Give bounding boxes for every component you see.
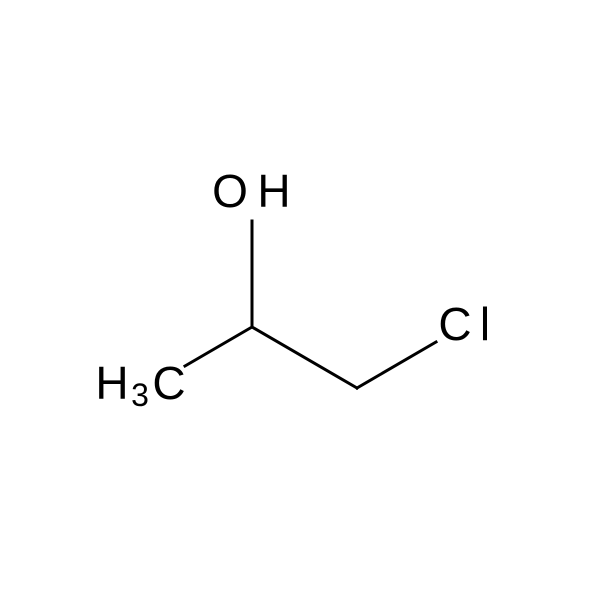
atom-label-Cl: C [438,298,471,350]
diagram-background [0,0,600,600]
atom-label-OH: O [212,165,248,217]
atom-label-Cl: l [480,298,490,350]
atom-label-CH3: 3 [131,377,149,413]
atom-label-CH3: C [152,357,185,409]
molecule-diagram: OHH3CCl [0,0,600,600]
atom-label-OH: H [257,165,290,217]
atom-label-CH3: H [95,357,128,409]
